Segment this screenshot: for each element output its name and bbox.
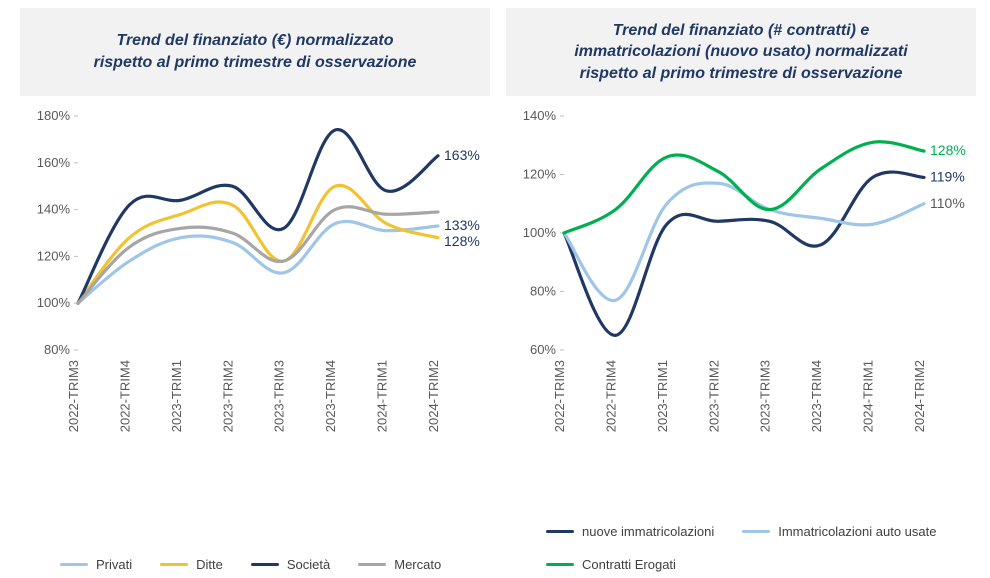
legend-swatch [160, 563, 188, 566]
legend-label: nuove immatricolazioni [582, 524, 714, 539]
svg-text:60%: 60% [530, 342, 556, 357]
legend-label: Contratti Erogati [582, 557, 676, 572]
right-legend: nuove immatricolazioni Immatricolazioni a… [506, 518, 976, 574]
svg-text:2024-TRIM1: 2024-TRIM1 [375, 360, 390, 432]
left-panel: Trend del finanziato (€) normalizzato ri… [12, 8, 498, 574]
end-value-label: 110% [930, 195, 965, 211]
svg-text:120%: 120% [523, 167, 557, 182]
legend-swatch [60, 563, 88, 566]
svg-text:2022-TRIM3: 2022-TRIM3 [66, 360, 81, 432]
svg-text:2023-TRIM4: 2023-TRIM4 [323, 360, 338, 432]
legend-label: Ditte [196, 557, 223, 572]
svg-text:80%: 80% [44, 342, 70, 357]
left-chart-area: 80% 100% 120% 140% 160% 180% 2022-TRIM3 2022-TR… [20, 102, 490, 551]
legend-swatch [546, 563, 574, 566]
legend-item-privati: Privati [60, 557, 132, 572]
series-line-usate [564, 183, 924, 301]
svg-text:140%: 140% [37, 202, 71, 217]
series-line-societa [78, 130, 438, 304]
svg-text:2023-TRIM4: 2023-TRIM4 [809, 360, 824, 432]
svg-text:160%: 160% [37, 155, 71, 170]
legend-item-ditte: Ditte [160, 557, 223, 572]
legend-item-usate: Immatricolazioni auto usate [742, 524, 936, 539]
legend-swatch [358, 563, 386, 566]
end-value-label: 133% [444, 217, 480, 233]
svg-text:2023-TRIM2: 2023-TRIM2 [706, 360, 721, 432]
legend-swatch [742, 530, 770, 533]
svg-text:2022-TRIM3: 2022-TRIM3 [552, 360, 567, 432]
legend-item-nuove: nuove immatricolazioni [546, 524, 714, 539]
right-title: Trend del finanziato (# contratti) e imm… [574, 20, 907, 85]
legend-label: Privati [96, 557, 132, 572]
legend-item-societa: Società [251, 557, 330, 572]
svg-text:2024-TRIM2: 2024-TRIM2 [912, 360, 927, 432]
left-chart-svg: 80% 100% 120% 140% 160% 180% 2022-TRIM3 2022-TR… [20, 102, 490, 442]
right-chart-svg: 60% 80% 100% 120% 140% 2022-TRIM3 2022-TRIM4 20… [506, 102, 976, 442]
svg-text:2024-TRIM1: 2024-TRIM1 [861, 360, 876, 432]
right-chart-area: 60% 80% 100% 120% 140% 2022-TRIM3 2022-TRIM4 20… [506, 102, 976, 518]
svg-text:2022-TRIM4: 2022-TRIM4 [603, 360, 618, 432]
svg-text:120%: 120% [37, 248, 71, 263]
left-legend: Privati Ditte Società Mercato [20, 551, 490, 574]
svg-text:80%: 80% [530, 284, 556, 299]
legend-swatch [546, 530, 574, 533]
legend-label: Immatricolazioni auto usate [778, 524, 936, 539]
end-value-label: 163% [444, 147, 480, 163]
left-title: Trend del finanziato (€) normalizzato ri… [94, 30, 417, 73]
svg-text:2023-TRIM1: 2023-TRIM1 [169, 360, 184, 432]
legend-item-mercato: Mercato [358, 557, 441, 572]
legend-label: Società [287, 557, 330, 572]
svg-text:2023-TRIM3: 2023-TRIM3 [758, 360, 773, 432]
charts-wrapper: Trend del finanziato (€) normalizzato ri… [0, 0, 990, 578]
end-value-label: 128% [444, 233, 480, 249]
end-value-label: 128% [930, 142, 966, 158]
svg-text:100%: 100% [523, 225, 557, 240]
svg-text:140%: 140% [523, 108, 557, 123]
svg-text:100%: 100% [37, 295, 71, 310]
right-panel: Trend del finanziato (# contratti) e imm… [498, 8, 984, 574]
right-title-box: Trend del finanziato (# contratti) e imm… [506, 8, 976, 96]
svg-text:2023-TRIM2: 2023-TRIM2 [220, 360, 235, 432]
legend-item-contratti: Contratti Erogati [546, 557, 676, 572]
legend-swatch [251, 563, 279, 566]
legend-label: Mercato [394, 557, 441, 572]
svg-text:180%: 180% [37, 108, 71, 123]
svg-text:2022-TRIM4: 2022-TRIM4 [117, 360, 132, 432]
svg-text:2024-TRIM2: 2024-TRIM2 [426, 360, 441, 432]
svg-text:2023-TRIM3: 2023-TRIM3 [272, 360, 287, 432]
end-value-label: 119% [930, 168, 965, 184]
left-title-box: Trend del finanziato (€) normalizzato ri… [20, 8, 490, 96]
svg-text:2023-TRIM1: 2023-TRIM1 [655, 360, 670, 432]
